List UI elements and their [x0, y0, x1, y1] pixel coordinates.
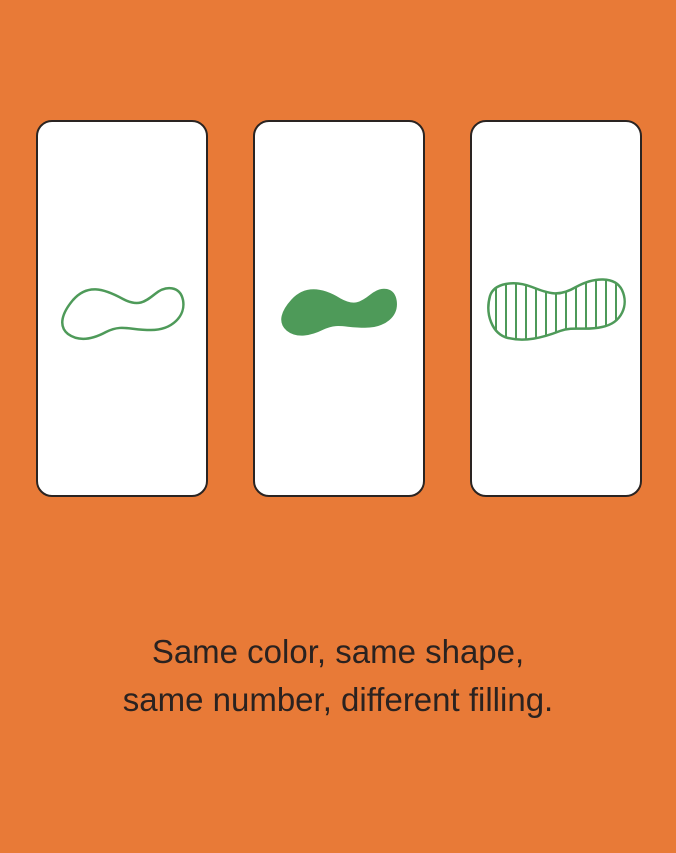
caption-line-2: same number, different filling. [122, 681, 554, 718]
caption: Same color, same shape, same number, dif… [0, 628, 676, 724]
card-outline-squiggle[interactable] [36, 120, 208, 497]
caption-line-1: Same color, same shape, [151, 633, 525, 670]
card-solid-squiggle[interactable] [253, 120, 425, 497]
card-striped-squiggle[interactable] [470, 120, 642, 497]
solid-squiggle-icon [281, 288, 397, 336]
striped-squiggle-icon [487, 277, 626, 341]
outline-squiggle-icon [61, 286, 185, 340]
